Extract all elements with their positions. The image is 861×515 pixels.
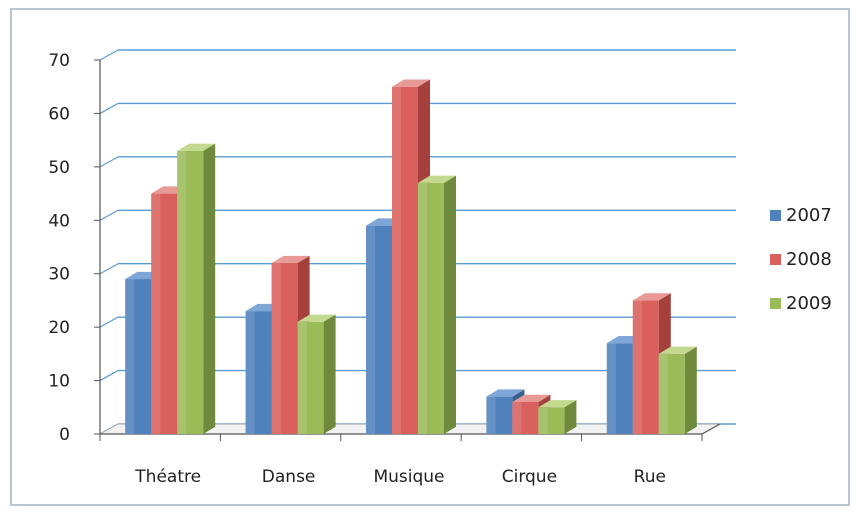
- bar-chart: 0 10 20 30 40 50 60 70 Théatre Danse Musique Cirqu…: [48, 49, 832, 487]
- bar-highlight: [632, 300, 642, 434]
- y-tick-label: 10: [48, 372, 70, 392]
- bar-top: [271, 255, 310, 264]
- bar-front: [271, 263, 298, 434]
- gridline-depth: [99, 370, 119, 382]
- bar-highlight: [658, 353, 668, 434]
- bar-highlight: [177, 150, 187, 435]
- gridline-depth: [99, 316, 119, 328]
- category-label: Théatre: [134, 467, 201, 487]
- y-tick-label: 40: [48, 211, 70, 231]
- bar-top: [177, 143, 216, 151]
- x-axis-depth-line: [701, 423, 721, 435]
- category-label: Danse: [262, 467, 316, 487]
- category-label: Rue: [634, 467, 666, 487]
- bar-2009-musique: [418, 175, 456, 434]
- bar-highlight: [512, 401, 522, 434]
- bar-front: [658, 353, 685, 434]
- bar-front: [151, 193, 178, 434]
- bar-highlight: [125, 279, 135, 434]
- bars: [125, 79, 697, 435]
- y-tick-label: 50: [48, 158, 70, 178]
- bar-front: [125, 279, 152, 434]
- bar-2009-cirque: [538, 400, 577, 434]
- gridline-depth: [99, 156, 119, 168]
- gridline-depth: [99, 102, 119, 114]
- legend: 2007 2008 2009: [770, 205, 832, 314]
- bar-highlight: [366, 225, 376, 434]
- bar-side: [684, 346, 697, 434]
- bar-front: [606, 343, 633, 434]
- category-label: Musique: [373, 467, 444, 487]
- y-tick-labels: 0 10 20 30 40 50 60 70: [48, 51, 70, 445]
- gridline-depth: [99, 263, 119, 275]
- chart-frame: 0 10 20 30 40 50 60 70 Théatre Danse Musique Cirqu…: [10, 8, 850, 506]
- category-label: Cirque: [502, 467, 557, 487]
- bar-front: [486, 396, 513, 434]
- legend-label: 2009: [786, 293, 832, 314]
- bar-front: [366, 225, 392, 434]
- legend-label: 2007: [786, 205, 832, 226]
- legend-item-2009: 2009: [770, 293, 832, 314]
- legend-label: 2008: [786, 249, 832, 270]
- y-tick-label: 0: [59, 425, 70, 445]
- bar-front: [632, 300, 659, 434]
- bar-top: [632, 293, 671, 301]
- y-tick-label: 20: [48, 318, 70, 338]
- bar-side: [203, 143, 216, 434]
- legend-swatch: [770, 254, 781, 265]
- category-labels: Théatre Danse Musique Cirque Rue: [134, 467, 666, 487]
- y-tick-label: 60: [48, 104, 70, 124]
- bar-highlight: [418, 182, 428, 434]
- bar-front: [177, 150, 204, 435]
- bar-top: [418, 175, 456, 183]
- y-tick-label: 30: [48, 265, 70, 285]
- bar-front: [418, 182, 444, 434]
- bar-front: [297, 321, 324, 434]
- bar-top: [538, 400, 577, 408]
- legend-item-2007: 2007: [770, 205, 832, 226]
- bar-side: [564, 400, 577, 434]
- legend-item-2008: 2008: [770, 249, 832, 270]
- bar-highlight: [486, 396, 496, 434]
- legend-swatch: [770, 298, 781, 309]
- bar-2009-rue: [658, 346, 697, 434]
- bar-highlight: [245, 311, 255, 434]
- bar-top: [392, 79, 430, 87]
- bar-side: [323, 314, 336, 434]
- bar-highlight: [538, 407, 548, 434]
- bar-highlight: [606, 343, 616, 434]
- bar-front: [245, 311, 272, 434]
- bar-2009-théatre: [177, 143, 216, 435]
- y-tick-label: 70: [48, 51, 70, 71]
- bar-front: [512, 401, 539, 434]
- bar-top: [512, 394, 551, 402]
- bar-highlight: [297, 321, 307, 434]
- bar-highlight: [271, 263, 281, 434]
- bar-highlight: [151, 193, 161, 434]
- bar-top: [658, 346, 697, 354]
- bar-front: [392, 86, 418, 434]
- bar-front: [538, 407, 565, 434]
- gridline-depth: [99, 209, 119, 221]
- bar-highlight: [392, 86, 402, 434]
- bar-side: [444, 175, 456, 434]
- bar-top: [297, 314, 336, 322]
- bar-top: [486, 389, 525, 397]
- bar-2009-danse: [297, 314, 336, 434]
- legend-swatch: [770, 210, 781, 221]
- bar-2008-musique: [392, 79, 430, 434]
- gridline-depth: [99, 49, 119, 61]
